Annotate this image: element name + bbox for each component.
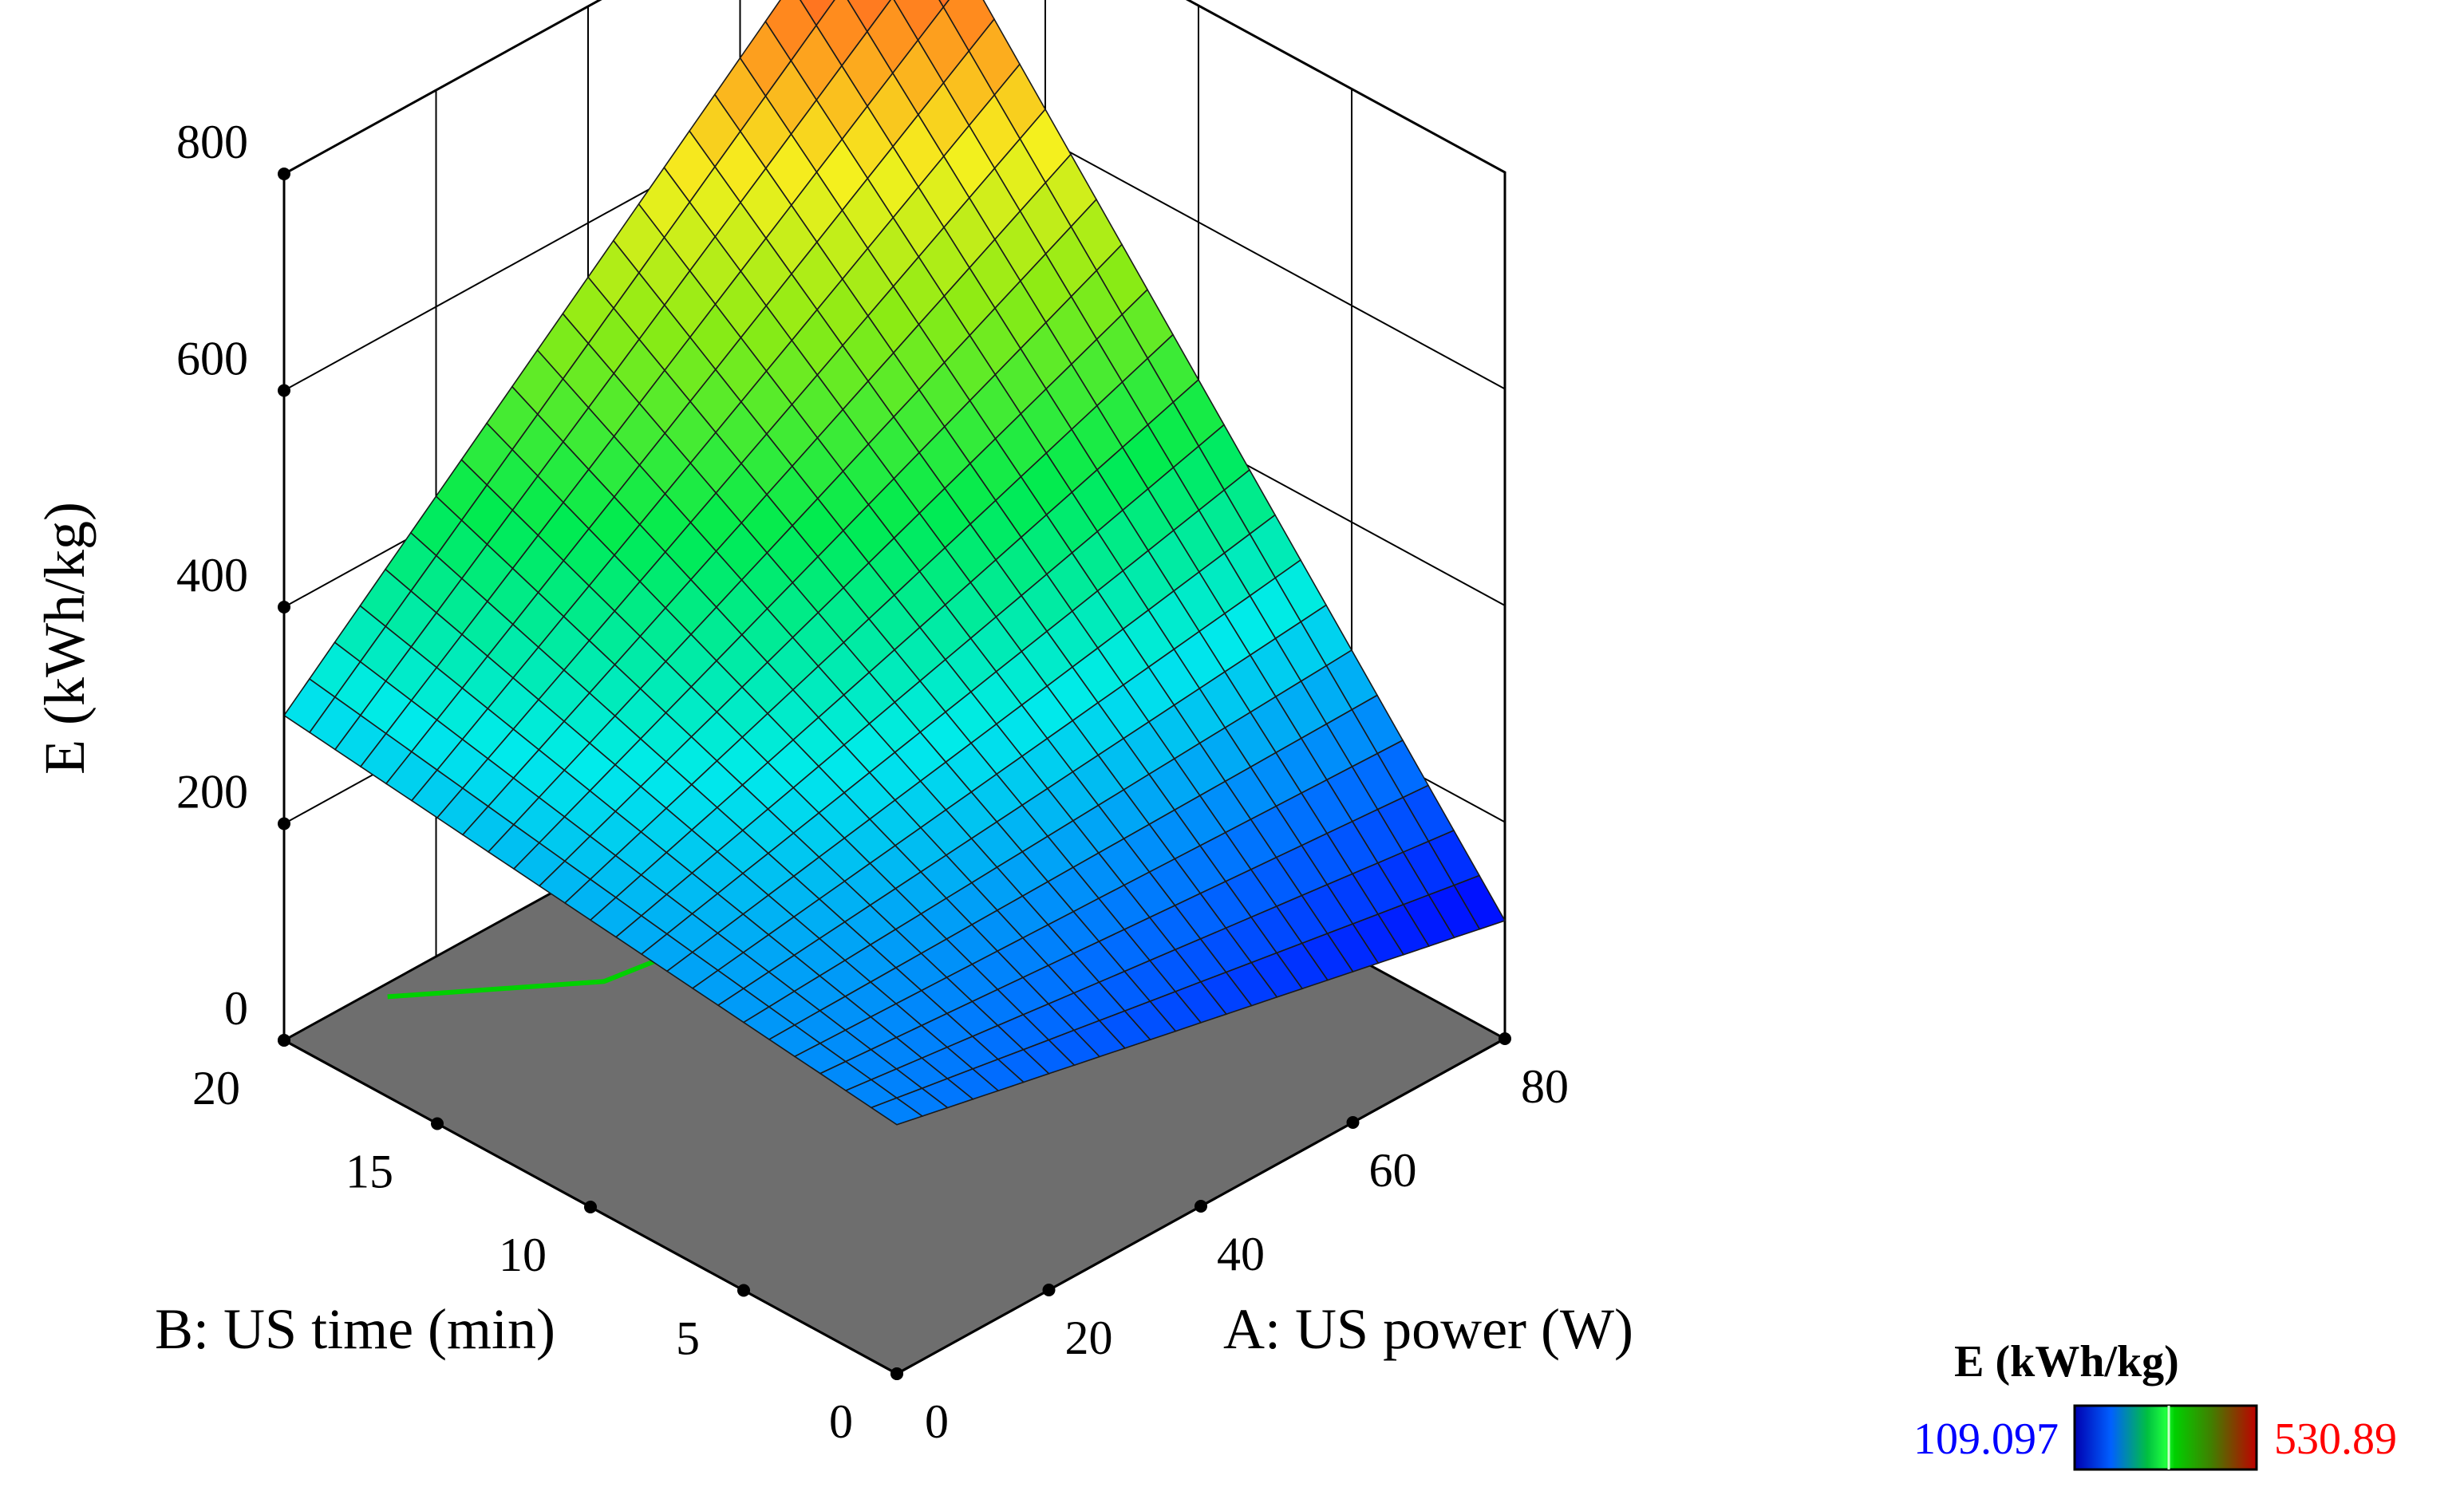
x-tick-mark: [1042, 1284, 1056, 1296]
y-tick-label: 10: [499, 1229, 547, 1281]
x-tick-label: 40: [1217, 1228, 1265, 1280]
x-tick-mark: [1194, 1200, 1207, 1213]
x-tick-mark: [1499, 1032, 1511, 1045]
legend-title: E (kWh/kg): [1954, 1337, 2179, 1387]
y-tick-label: 15: [346, 1146, 393, 1198]
x-tick-label: 20: [1065, 1312, 1113, 1364]
x-axis-title: A: US power (W): [1223, 1297, 1633, 1361]
y-tick-mark: [737, 1284, 750, 1297]
response-surface: [282, 0, 1506, 1126]
z-tick-mark: [278, 601, 290, 613]
legend-max-label: 530.89: [2274, 1414, 2397, 1464]
z-tick-mark: [278, 817, 290, 830]
y-tick-mark: [431, 1117, 444, 1130]
wall-gridline: [283, 0, 1506, 175]
axes: [278, 168, 1511, 1380]
z-tick-label: 200: [176, 766, 248, 819]
y-tick-mark: [890, 1367, 903, 1380]
z-tick-mark: [278, 384, 290, 397]
x-tick-label: 0: [925, 1395, 949, 1448]
z-axis-title: E (kWh/kg): [33, 502, 97, 775]
y-tick-label: 20: [192, 1062, 240, 1114]
y-tick-mark: [278, 1034, 290, 1047]
z-tick-label: 800: [176, 116, 248, 168]
z-tick-label: 600: [176, 333, 248, 385]
y-tick-label: 5: [676, 1312, 700, 1365]
x-tick-label: 60: [1369, 1144, 1417, 1197]
legend-color-bar: [2073, 1404, 2258, 1471]
z-tick-mark: [278, 168, 290, 180]
x-tick-mark: [1346, 1116, 1360, 1129]
z-tick-label: 0: [224, 982, 248, 1035]
surface-cell: [870, 1097, 924, 1126]
z-tick-label: 400: [176, 549, 248, 602]
y-tick-label: 0: [829, 1395, 853, 1448]
y-axis-title: B: US time (min): [155, 1297, 555, 1361]
legend-min-label: 109.097: [1913, 1414, 2059, 1464]
y-tick-mark: [584, 1201, 597, 1213]
color-legend: E (kWh/kg) 109.097 530.89: [1913, 1337, 2397, 1471]
x-tick-label: 80: [1521, 1060, 1569, 1113]
surface-cell: [938, 0, 950, 9]
